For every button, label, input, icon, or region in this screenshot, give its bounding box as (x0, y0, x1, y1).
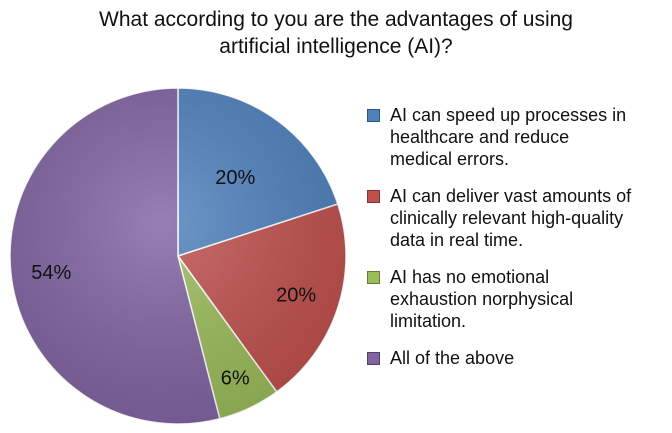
legend-label-4: All of the above (390, 348, 515, 368)
legend: AI can speed up processes in healthcare a… (367, 104, 667, 384)
legend-swatch-4 (367, 352, 380, 365)
legend-label-2: AI can deliver vast amounts of clinically… (390, 186, 632, 250)
legend-label-3: AI has no emotional exhaustion norphysica… (390, 267, 574, 331)
legend-swatch-2 (367, 190, 380, 203)
legend-swatch-1 (367, 109, 380, 122)
slice-label-4: 54% (31, 262, 71, 284)
legend-item-1: AI can speed up processes in healthcare a… (367, 104, 667, 170)
chart-title-line-1: What according to you are the advantages… (99, 8, 573, 31)
legend-item-4: All of the above (367, 347, 667, 369)
slice-label-3: 6% (221, 368, 250, 390)
legend-item-2: AI can deliver vast amounts of clinically… (367, 185, 667, 251)
legend-label-1: AI can speed up processes in healthcare a… (390, 105, 627, 169)
chart-title: What according to you are the advantages… (0, 6, 672, 60)
legend-swatch-3 (367, 271, 380, 284)
legend-item-3: AI has no emotional exhaustion norphysica… (367, 266, 667, 332)
slice-label-2: 20% (276, 284, 316, 306)
slice-label-1: 20% (215, 167, 255, 189)
chart-title-line-2: artificial intelligence (AI)? (219, 35, 453, 58)
